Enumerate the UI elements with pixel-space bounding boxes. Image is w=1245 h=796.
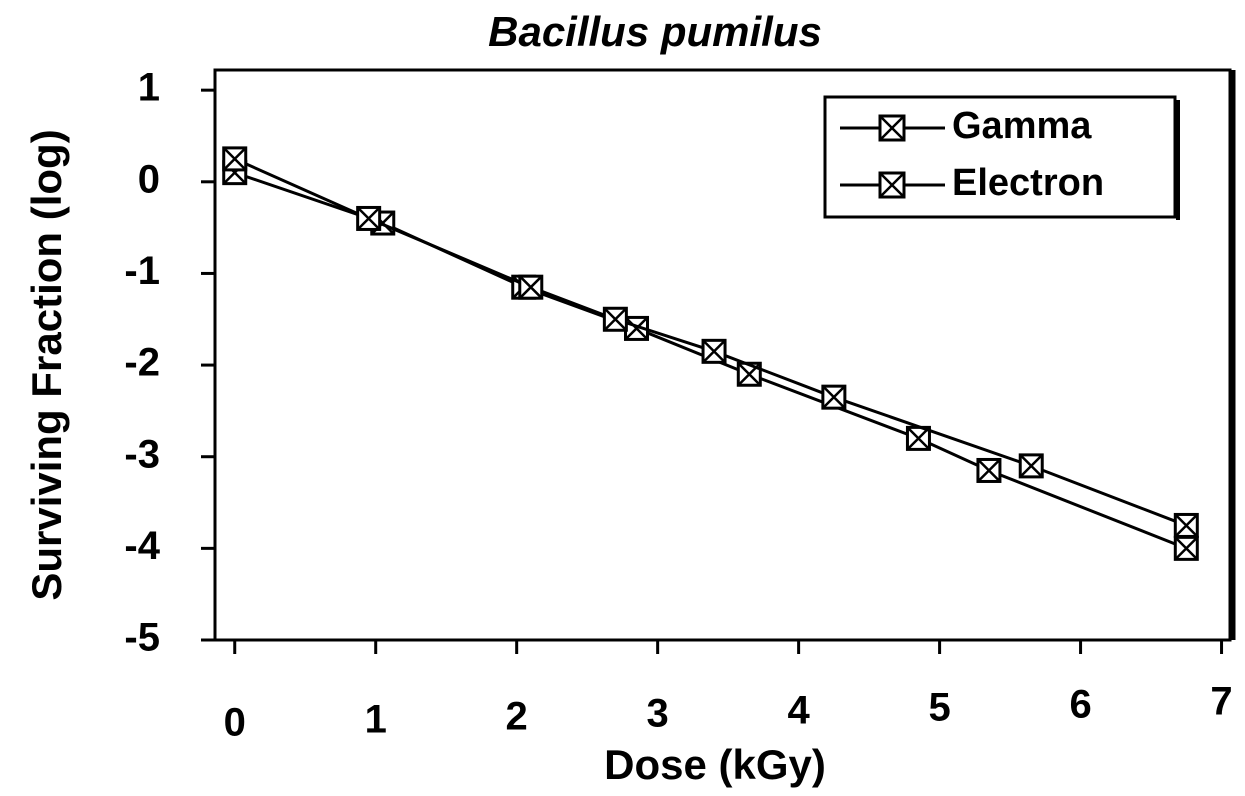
y-axis-label: Surviving Fraction (log): [23, 129, 70, 600]
chart-title: Bacillus pumilus: [488, 8, 822, 55]
x-axis-label: Dose (kGy): [604, 741, 826, 788]
marker: [602, 306, 628, 332]
x-tick-label: 4: [788, 689, 811, 733]
x-tick-label: 0: [224, 701, 246, 745]
legend: Gamma Electron: [823, 95, 1180, 220]
marker-cross: [906, 426, 931, 451]
y-tick-label: 0: [138, 157, 160, 201]
marker: [1173, 512, 1199, 538]
marker: [222, 146, 248, 172]
x-tick-label: 3: [647, 692, 669, 736]
marker: [701, 338, 727, 364]
series-line: [234, 157, 1187, 527]
x-tick-label: 5: [928, 686, 950, 730]
marker-cross: [879, 172, 905, 198]
marker: [1173, 535, 1199, 561]
marker-cross: [821, 385, 846, 410]
legend-label: Gamma: [952, 105, 1092, 147]
marker-cross: [1174, 513, 1199, 538]
y-tick-label: -3: [124, 432, 160, 476]
marker-cross: [518, 275, 543, 300]
y-tick-label: 1: [138, 66, 160, 110]
marker: [976, 457, 1002, 483]
marker-cross: [222, 147, 247, 171]
marker: [518, 274, 544, 300]
marker: [821, 384, 847, 410]
y-tick-label: -5: [124, 616, 160, 660]
marker-cross: [977, 458, 1001, 483]
marker-cross: [624, 316, 649, 341]
marker: [878, 114, 906, 142]
marker-cross: [356, 206, 381, 231]
marker-cross: [1174, 536, 1199, 561]
x-tick-label: 7: [1210, 680, 1232, 724]
legend-label: Electron: [952, 162, 1104, 204]
y-tick-label: -2: [124, 341, 160, 385]
marker: [878, 171, 906, 199]
plot-frame: [213, 68, 1232, 642]
x-tick-label: 2: [506, 695, 528, 739]
marker-cross: [603, 307, 628, 332]
x-tick-label: 6: [1069, 683, 1091, 727]
marker-cross: [1019, 454, 1044, 478]
marker-cross: [879, 115, 905, 141]
marker-cross: [702, 339, 726, 364]
y-tick-label: -4: [124, 524, 160, 568]
marker: [356, 205, 382, 231]
y-tick-label: -1: [124, 249, 160, 293]
x-tick-label: 1: [365, 698, 387, 742]
marker: [1018, 453, 1044, 479]
